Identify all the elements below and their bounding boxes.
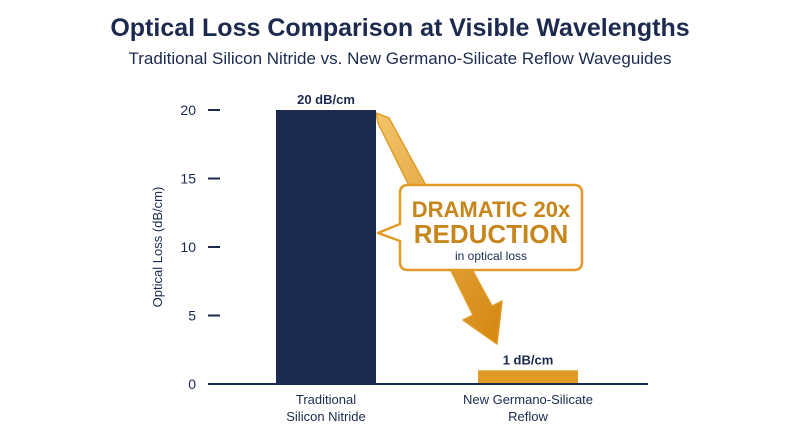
y-tick-label-5: 5 xyxy=(188,308,196,324)
bar-1 xyxy=(478,370,578,384)
y-axis-label: Optical Loss (dB/cm) xyxy=(150,187,165,308)
chart-subtitle: Traditional Silicon Nitride vs. New Germ… xyxy=(128,49,672,68)
category-label-0-0: Traditional xyxy=(296,392,356,407)
bar-value-label-0: 20 dB/cm xyxy=(297,92,355,107)
category-label-1-0: New Germano-Silicate xyxy=(463,392,593,407)
callout-line-3: in optical loss xyxy=(455,249,527,263)
category-label-1-1: Reflow xyxy=(508,409,548,424)
bar-value-label-1: 1 dB/cm xyxy=(503,352,554,367)
y-tick-label-0: 0 xyxy=(188,376,196,392)
y-tick-label-10: 10 xyxy=(180,239,196,255)
category-label-0-1: Silicon Nitride xyxy=(286,409,365,424)
callout-line-1: DRAMATIC 20x xyxy=(412,197,571,222)
callout-box xyxy=(376,183,584,272)
y-tick-label-20: 20 xyxy=(180,102,196,118)
callout-line-2: REDUCTION xyxy=(414,219,569,249)
chart-title: Optical Loss Comparison at Visible Wavel… xyxy=(110,14,690,42)
y-tick-label-15: 15 xyxy=(180,171,196,187)
bar-0 xyxy=(276,110,376,384)
